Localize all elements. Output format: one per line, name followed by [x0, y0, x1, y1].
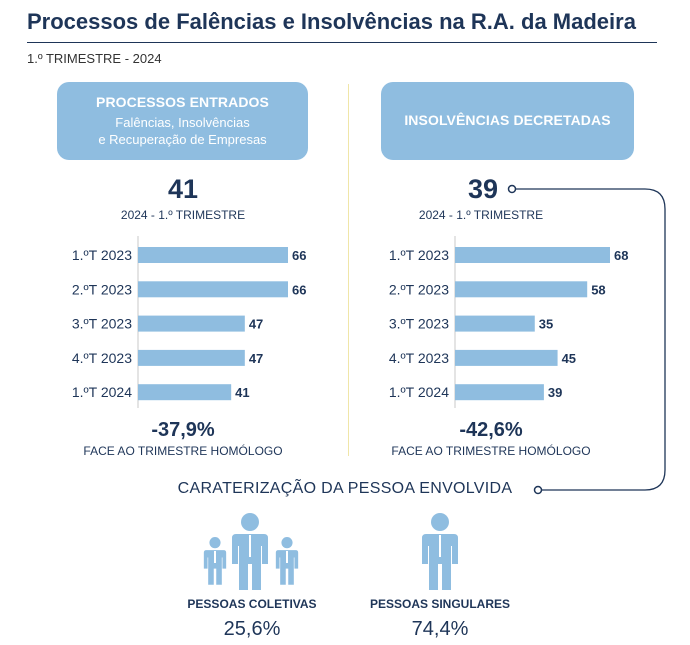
left-category-label: 3.ºT 2023	[72, 316, 132, 332]
right-value-label: 68	[614, 248, 628, 263]
connector-end-dot	[533, 485, 543, 495]
left-value-label: 66	[292, 282, 306, 297]
left-bar	[138, 384, 232, 401]
left-bar	[138, 281, 288, 298]
left-period-label: 2024 - 1.º TRIMESTRE	[120, 208, 246, 222]
left-value-label: 47	[249, 351, 263, 366]
right-change-label: FACE AO TRIMESTRE HOMÓLOGO	[391, 444, 591, 458]
right-value-label: 58	[591, 282, 605, 297]
right-period-label: 2024 - 1.º TRIMESTRE	[418, 208, 544, 222]
right-category-label: 1.ºT 2024	[389, 384, 449, 400]
left-bar-chart: 1.ºT 2023 66 2.ºT 2023 66 3.ºT 2023 47 4.ºT 20…	[72, 236, 306, 408]
right-value-label: 45	[562, 351, 576, 366]
panel-divider	[348, 84, 349, 456]
left-bar	[138, 349, 245, 366]
right-category-label: 2.ºT 2023	[389, 281, 449, 297]
left-category-label: 1.ºT 2023	[72, 247, 132, 263]
person-icon	[422, 513, 458, 590]
connector-start-dot	[507, 184, 517, 194]
right-category-label: 4.ºT 2023	[389, 350, 449, 366]
left-category-label: 1.ºT 2024	[72, 384, 132, 400]
right-change-value: -42,6%	[459, 419, 523, 441]
left-value-label: 47	[249, 317, 263, 332]
right-panel-heading: INSOLVÊNCIAS DECRETADAS	[404, 112, 611, 128]
right-panel-header: INSOLVÊNCIAS DECRETADAS	[381, 82, 634, 160]
right-bar-chart: 1.ºT 2023 68 2.ºT 2023 58 3.ºT 2023 35 4.ºT 20…	[389, 236, 628, 408]
connector-path	[516, 188, 666, 491]
right-total-number: 39	[467, 174, 499, 204]
right-bar	[455, 315, 535, 332]
caracterizacao-title: CARATERIZAÇÃO DA PESSOA ENVOLVIDA	[177, 480, 513, 497]
right-bar	[455, 384, 544, 401]
right-category-label: 3.ºT 2023	[389, 316, 449, 332]
left-change-value: -37,9%	[151, 419, 215, 441]
left-panel-subheading-1: Falências, Insolvências	[115, 115, 250, 130]
right-bar	[455, 281, 588, 298]
left-bar	[138, 315, 245, 332]
group-people-icon	[203, 513, 299, 590]
group-value-coletivas: 25,6%	[223, 618, 281, 640]
right-value-label: 39	[548, 385, 562, 400]
left-category-label: 4.ºT 2023	[72, 350, 132, 366]
right-bar	[455, 247, 610, 263]
left-value-label: 41	[235, 385, 249, 400]
right-category-label: 1.ºT 2023	[389, 247, 449, 263]
page-title: Processos de Falências e Insolvências na…	[27, 9, 636, 34]
left-panel-subheading-2: e Recuperação de Empresas	[98, 132, 267, 147]
group-label-coletivas: PESSOAS COLETIVAS	[187, 597, 317, 611]
right-bar	[455, 349, 558, 366]
group-value-singulares: 74,4%	[411, 618, 469, 640]
left-value-label: 66	[292, 248, 306, 263]
left-total-number: 41	[167, 174, 199, 204]
left-bar	[138, 247, 288, 263]
page-subtitle: 1.º TRIMESTRE - 2024	[27, 51, 162, 66]
title-divider	[27, 42, 657, 43]
left-panel-heading: PROCESSOS ENTRADOS	[96, 94, 269, 110]
group-label-singulares: PESSOAS SINGULARES	[369, 597, 511, 611]
left-category-label: 2.ºT 2023	[72, 281, 132, 297]
right-value-label: 35	[539, 317, 553, 332]
left-change-label: FACE AO TRIMESTRE HOMÓLOGO	[83, 444, 283, 458]
left-panel-header: PROCESSOS ENTRADOS Falências, Insolvênci…	[57, 82, 308, 160]
